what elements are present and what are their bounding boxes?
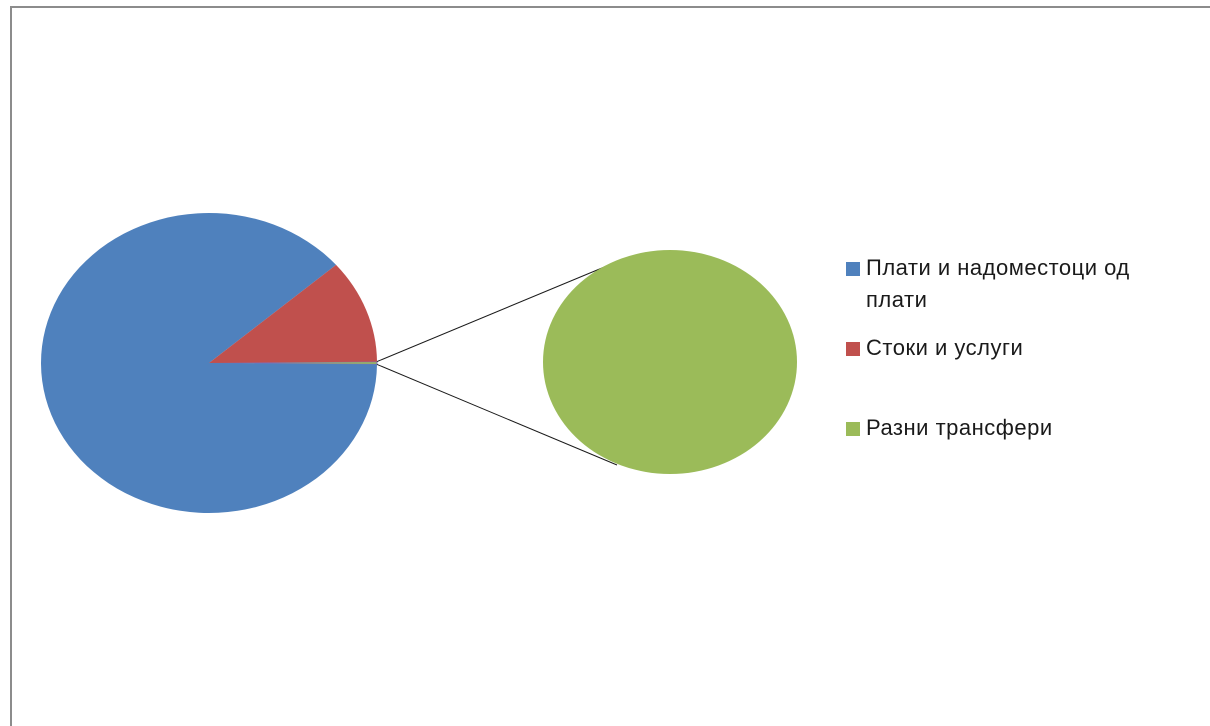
legend-swatch-goods-services [846,342,860,356]
legend-item-goods-services: Стоки и услуги [846,332,1196,364]
legend-label-transfers: Разни трансфери [866,415,1053,440]
pie-slice-salaries [40,212,377,513]
main-pie [40,212,378,513]
legend-item-salaries: Плати и надоместоци од плати [846,252,1196,316]
pie-slice-goods-services [209,264,377,363]
connector-line-bottom [376,363,618,466]
legend-item-transfers: Разни трансфери [846,412,1196,444]
connector-lines [376,262,618,466]
chart-area [40,212,797,513]
legend-label-goods-services: Стоки и услуги [866,335,1024,360]
legend-swatch-salaries [846,262,860,276]
legend-swatch-transfers [846,422,860,436]
secondary-pie-slice-transfers [543,250,797,474]
connector-line-top [376,262,615,363]
legend-label-salaries: Плати и надоместоци од плати [866,255,1130,312]
pie-slice-transfers [208,361,378,365]
secondary-pie [543,250,797,474]
